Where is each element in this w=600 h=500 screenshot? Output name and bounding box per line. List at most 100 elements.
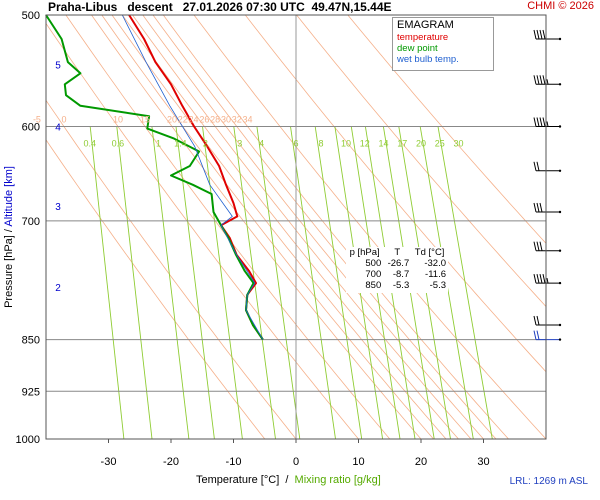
pressure-tick-label: 700 [22, 216, 40, 228]
series-line-wet-bulb-temp- [121, 14, 264, 340]
dry-adiabat [46, 139, 266, 439]
mixing-ratio-label: 14 [378, 139, 388, 149]
wind-barb-flag [533, 161, 537, 171]
dry-adiabat [347, 15, 546, 244]
y-axis-label-pressure: Pressure [hPa] / [3, 227, 15, 308]
altitude-tick-label: 2 [55, 283, 61, 294]
wind-barb-flag [542, 29, 546, 40]
mixing-ratio-label: 20 [416, 139, 426, 149]
table-row: 700 -8.7 -11.6 [346, 269, 448, 280]
dry-adiabat-label: 34 [243, 115, 253, 125]
copyright: CHMI © 2026 [527, 0, 594, 12]
mixing-ratio-label: 3 [237, 139, 242, 149]
chart-title: Praha-Libus descent 27.01.2026 07:30 UTC… [48, 0, 392, 14]
wind-barb-dot [558, 169, 562, 172]
wind-barb-flag [536, 330, 540, 340]
mixing-ratio-line [202, 126, 243, 439]
mixing-ratio-label: 1.4 [174, 139, 187, 149]
altitude-tick-label: 3 [55, 202, 61, 213]
pressure-tick-label: 500 [22, 10, 40, 22]
x-tick-label: 10 [352, 456, 364, 468]
dry-adiabat [101, 15, 434, 439]
x-tick-label: 30 [477, 456, 489, 468]
table-cell: -5.3 [392, 280, 410, 291]
wind-barb-dot [558, 83, 562, 86]
x-tick-label: 0 [293, 456, 299, 468]
wind-barb [533, 330, 562, 341]
wind-barb-dot [558, 249, 562, 252]
mixing-ratio-label: 0.4 [83, 139, 96, 149]
wind-barb-flag [536, 75, 540, 85]
grid-layer [46, 15, 546, 439]
dry-adiabat-label: 0 [61, 115, 66, 125]
wind-barb-dot [558, 125, 562, 128]
x-tick-label: -10 [226, 456, 242, 468]
wind-barb [533, 273, 562, 285]
wind-barb-flag [533, 330, 537, 340]
wind-barb-flag [536, 117, 540, 127]
x-axis-label-temp: Temperature [°C] / [196, 474, 295, 486]
pressure-tick-label: 600 [22, 122, 40, 134]
wind-barb-half [546, 79, 549, 85]
dry-adiabat [91, 15, 422, 439]
legend: EMAGRAM temperature dew point wet bulb t… [392, 17, 494, 71]
x-tick-label: -30 [101, 456, 117, 468]
wind-barb [533, 241, 562, 252]
wind-barb-flag [533, 29, 537, 40]
wind-barb [533, 315, 562, 327]
mixing-ratio-label: 17 [397, 139, 407, 149]
dry-adiabat [121, 15, 459, 439]
dry-adiabat [65, 15, 391, 439]
summary-table: p [hPa] T Td [°C] 500 -26.7 -32.0 700 -8… [346, 247, 448, 293]
wind-barbs [533, 29, 562, 341]
wind-barb [533, 202, 562, 214]
legend-item-wetbulb: wet bulb temp. [397, 54, 459, 65]
wind-barb-flag [533, 315, 537, 326]
x-tick-label: -20 [163, 456, 179, 468]
wind-barb-half [546, 121, 549, 127]
wind-barb-flag [536, 161, 540, 171]
dry-adiabat-label: 15 [140, 115, 150, 125]
wind-barb-flag [536, 241, 540, 251]
mixing-ratio-label: 0.6 [112, 139, 125, 149]
mixing-ratio-label: 2 [203, 139, 208, 149]
table-cell: -8.7 [392, 269, 410, 280]
table-header: Td [°C] [414, 247, 445, 258]
mixing-ratio-label: 10 [341, 139, 351, 149]
wind-barb-flag [539, 202, 543, 213]
dry-adiabat-label: 20 [167, 115, 177, 125]
table-header: p [hPa] [349, 247, 380, 258]
x-tick-label: 20 [415, 456, 427, 468]
mixing-ratio-line [175, 126, 215, 439]
x-axis-label: Temperature [°C] / Mixing ratio [g/kg] [196, 474, 381, 486]
series-layer [45, 14, 264, 341]
y-axis-label: Pressure [hPa] / Altitude [km] [3, 166, 15, 308]
dry-adiabat-label: 32 [232, 115, 242, 125]
table-row: 850 -5.3 -5.3 [346, 280, 448, 291]
series-line-dew-point [45, 14, 264, 341]
wind-barb-flag [542, 273, 546, 284]
wind-barb [533, 75, 562, 86]
dry-adiabat [46, 22, 359, 439]
table-cell: -11.6 [425, 269, 446, 280]
wind-barb [533, 117, 562, 128]
wind-barb-flag [536, 315, 540, 326]
table-cell: -32.0 [424, 258, 446, 269]
mixing-ratio-line [89, 126, 125, 439]
pressure-tick-label: 1000 [16, 434, 40, 446]
table-cell: 500 [365, 258, 382, 269]
wind-barb-flag [533, 273, 537, 284]
mixing-ratio-label: 1 [156, 139, 161, 149]
legend-item-dewpoint: dew point [397, 43, 438, 54]
wind-barb-flag [536, 202, 540, 213]
mixing-ratio-line [256, 126, 301, 439]
wind-barb-flag [539, 241, 543, 251]
altitude-tick-label: 4 [55, 123, 61, 134]
wind-barb-flag [539, 29, 543, 40]
clipped-grid [46, 15, 546, 439]
wind-barb-flag [542, 117, 546, 127]
wind-barb-flag [536, 273, 540, 284]
table-cell: -26.7 [387, 258, 410, 269]
wind-barb [533, 161, 562, 172]
